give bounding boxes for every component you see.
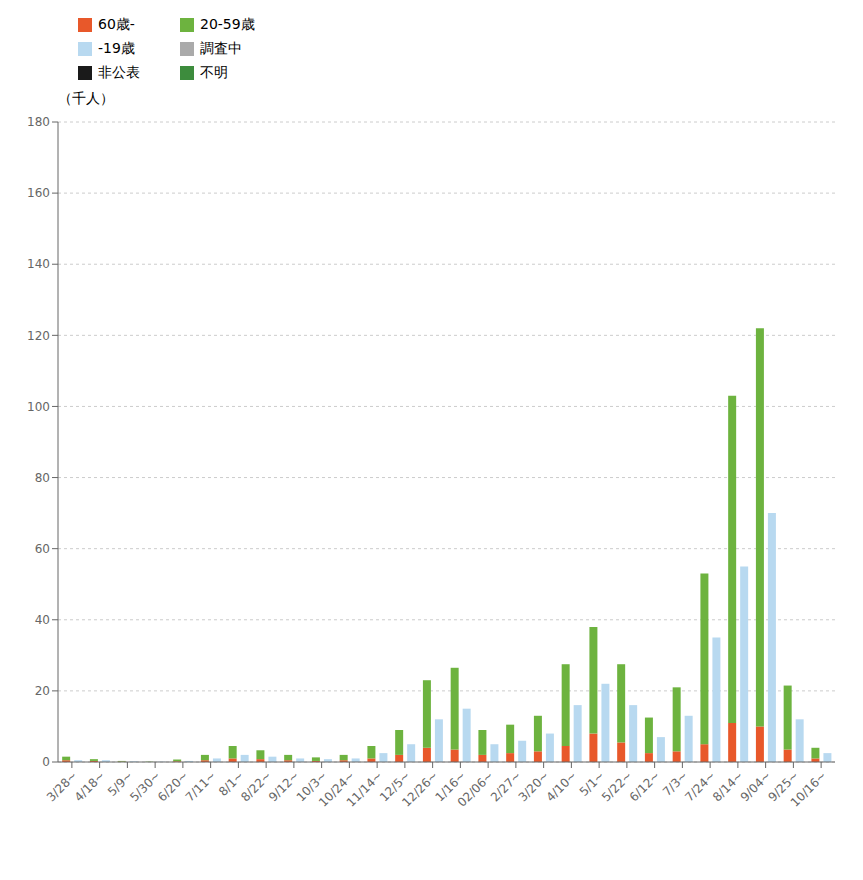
svg-text:60: 60	[35, 542, 50, 556]
html-text:-19歳: -19歳	[98, 40, 135, 56]
svg-text:1/16~: 1/16~	[432, 768, 469, 805]
svg-text:10/16~: 10/16~	[788, 768, 829, 809]
svg-text:8/14~: 8/14~	[710, 768, 746, 804]
svg-text:6/20~: 6/20~	[155, 768, 191, 804]
svg-text:160: 160	[27, 186, 50, 200]
svg-text:4/18~: 4/18~	[72, 768, 108, 804]
svg-text:12/5~: 12/5~	[376, 768, 413, 805]
svg-text:5/22~: 5/22~	[599, 768, 635, 804]
svg-text:5/30~: 5/30~	[127, 768, 163, 804]
svg-text:7/24~: 7/24~	[682, 768, 718, 804]
html-text:不明: 不明	[200, 64, 228, 80]
svg-text:12/26~: 12/26~	[399, 768, 440, 809]
svg-text:7/3~: 7/3~	[659, 768, 691, 799]
html-text:（千人）: （千人）	[58, 90, 114, 106]
svg-text:6/12~: 6/12~	[627, 768, 663, 804]
svg-text:5/9~: 5/9~	[104, 768, 136, 799]
svg-text:10/24~: 10/24~	[316, 768, 358, 810]
svg-text:9/04~: 9/04~	[738, 768, 774, 804]
html-text:非公表: 非公表	[98, 64, 140, 80]
svg-text:9/12~: 9/12~	[266, 768, 302, 804]
svg-text:5/1~: 5/1~	[576, 768, 608, 799]
svg-text:100: 100	[27, 400, 50, 414]
svg-text:120: 120	[27, 329, 50, 343]
svg-text:02/06~: 02/06~	[455, 768, 496, 809]
svg-text:40: 40	[35, 613, 50, 627]
html-text:60歳-: 60歳-	[98, 16, 135, 32]
svg-text:80: 80	[35, 471, 50, 485]
svg-text:140: 140	[27, 257, 50, 271]
svg-text:10/3~: 10/3~	[293, 768, 330, 805]
svg-text:3/20~: 3/20~	[516, 768, 552, 804]
svg-text:2/27~: 2/27~	[488, 768, 524, 804]
html-text:20-59歳: 20-59歳	[200, 16, 255, 32]
svg-text:8/22~: 8/22~	[238, 768, 274, 804]
svg-text:11/14~: 11/14~	[344, 768, 385, 809]
svg-text:0: 0	[42, 755, 50, 769]
svg-text:20: 20	[35, 684, 50, 698]
svg-text:7/11~: 7/11~	[183, 768, 219, 804]
svg-text:4/10~: 4/10~	[543, 768, 579, 804]
svg-text:8/1~: 8/1~	[215, 768, 247, 799]
html-text:調査中: 調査中	[200, 40, 242, 56]
svg-text:9/25~: 9/25~	[765, 768, 802, 805]
svg-text:180: 180	[27, 115, 50, 129]
svg-text:3/28~: 3/28~	[44, 768, 80, 804]
